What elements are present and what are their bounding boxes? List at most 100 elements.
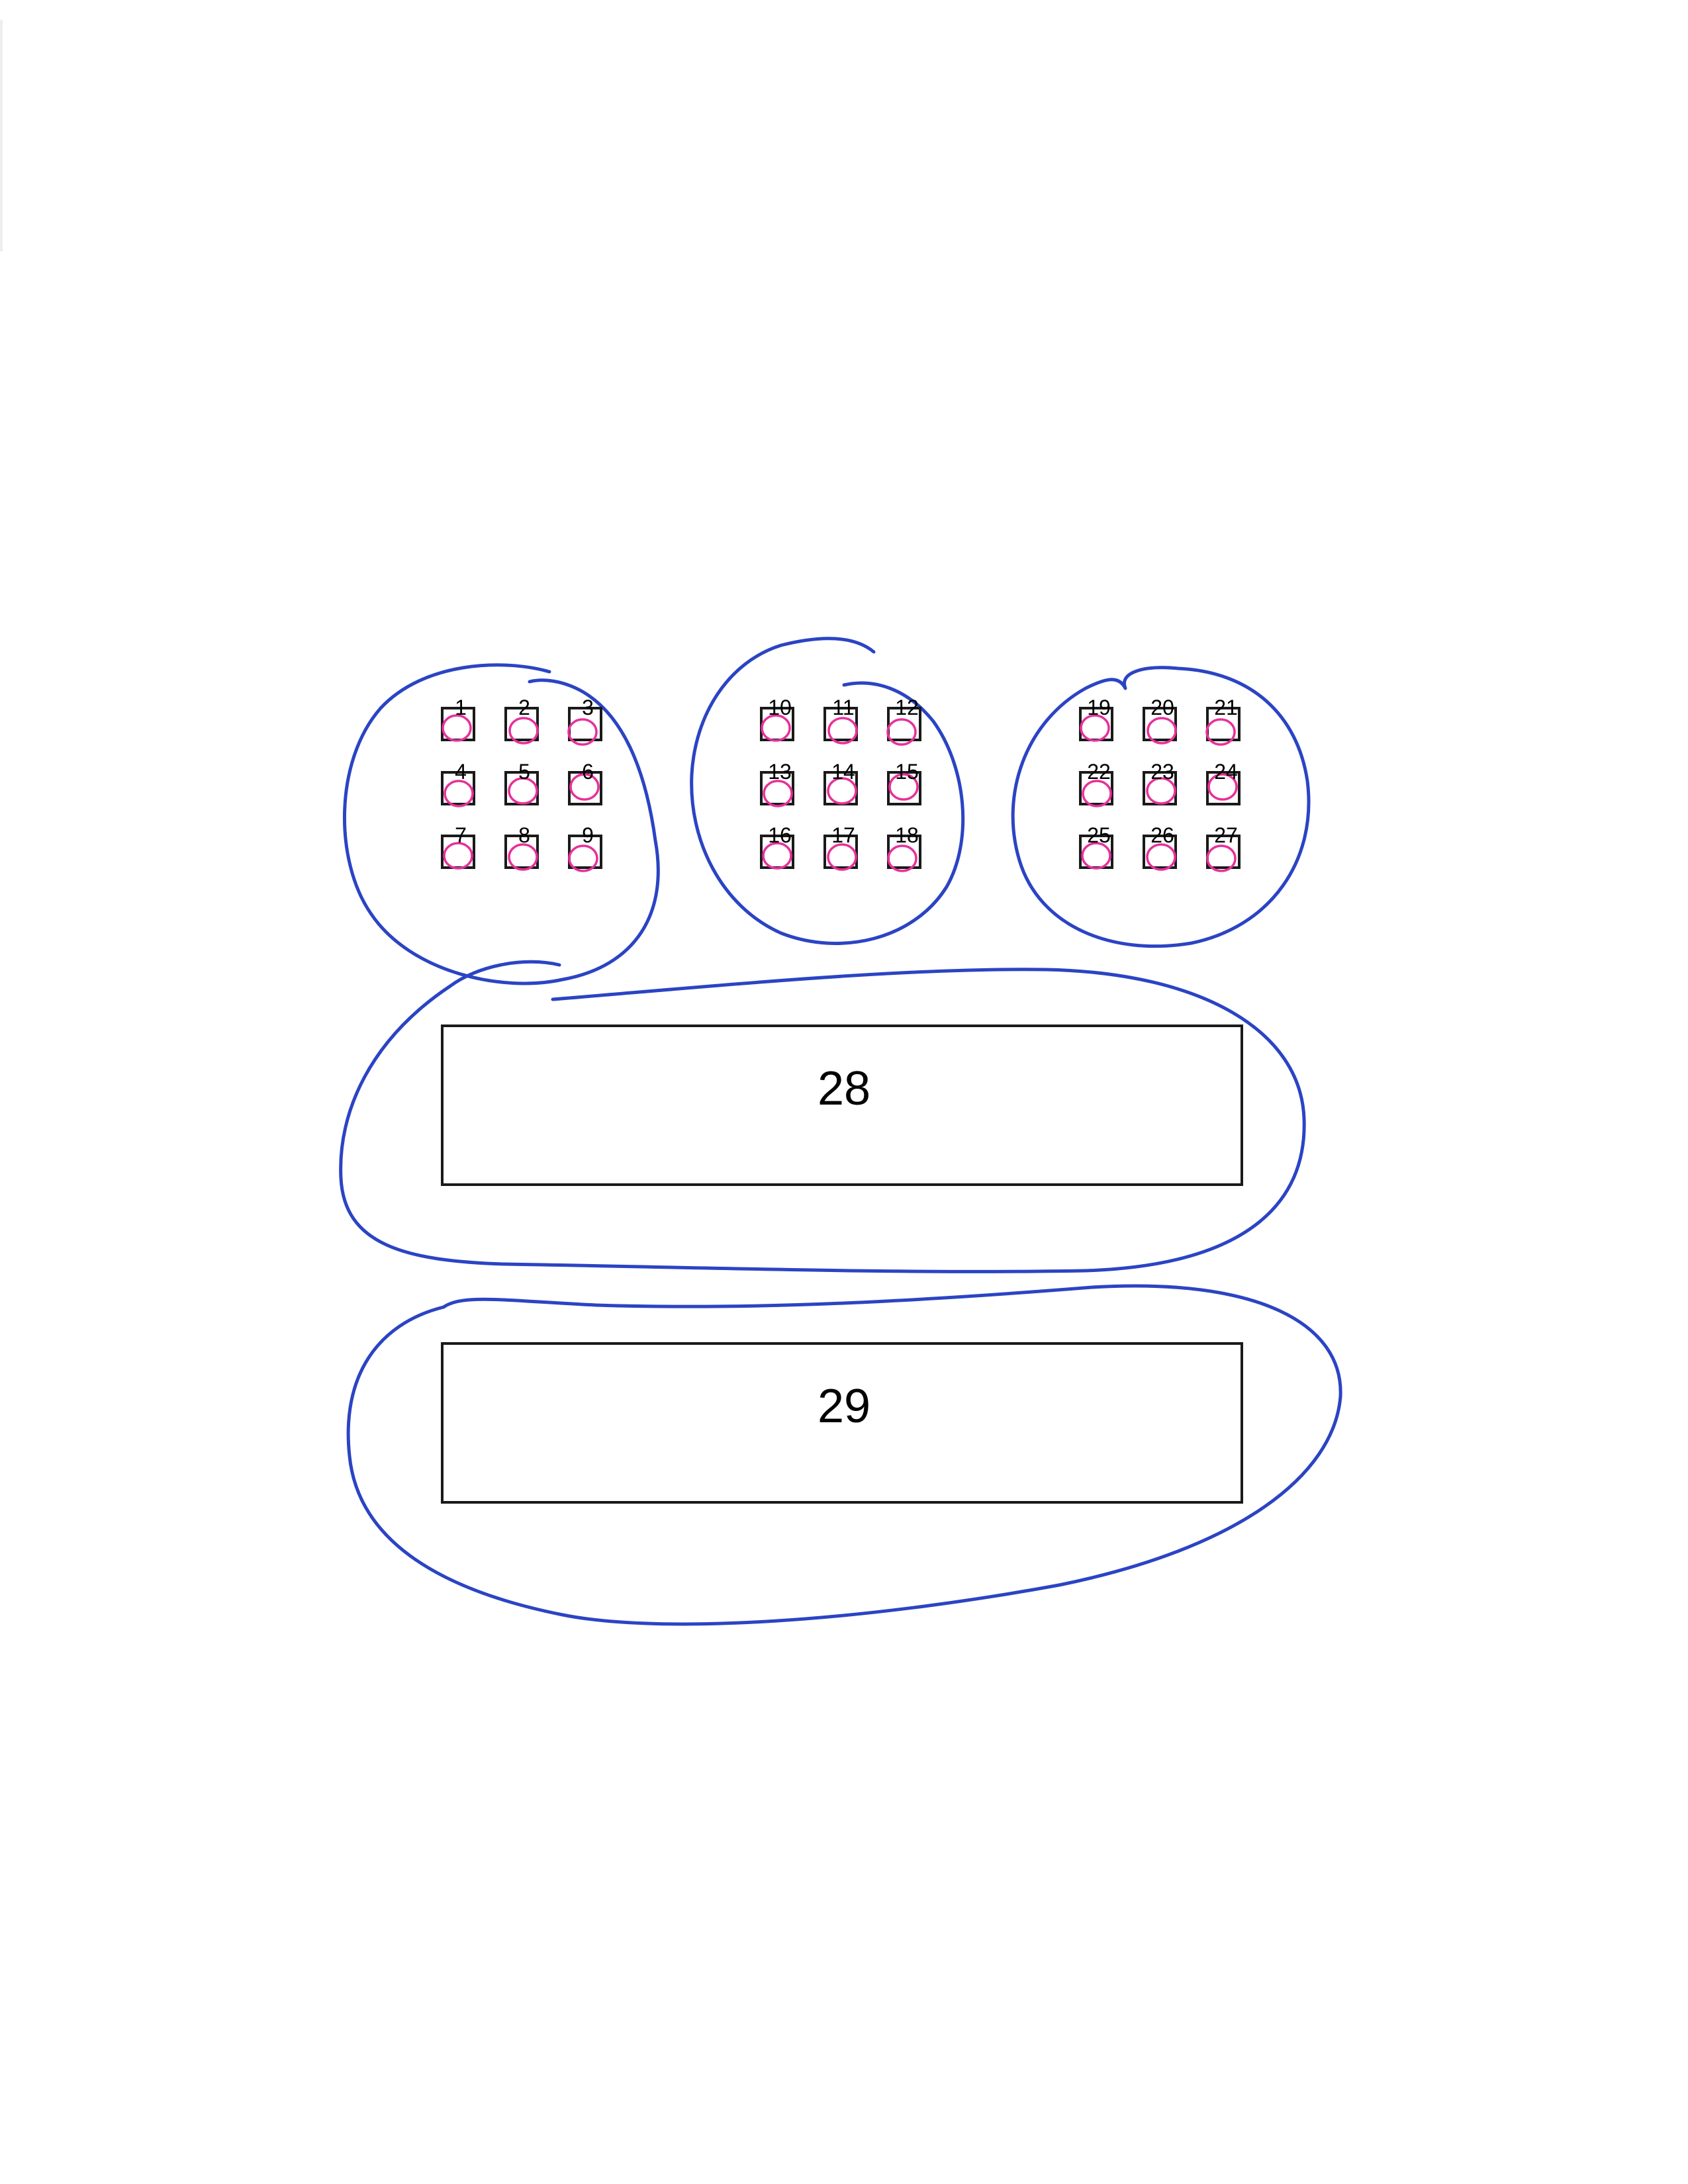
wide-box-29-label: 29 <box>818 1380 870 1433</box>
pink-circle-mark <box>1146 777 1176 805</box>
box-number-label: 18 <box>895 823 919 847</box>
numbered-box-5: 5 <box>504 760 539 805</box>
wide-box-28 <box>441 1024 1243 1186</box>
numbered-box-2: 2 <box>504 696 539 745</box>
numbered-box-4: 4 <box>441 760 475 807</box>
wide-box-29 <box>441 1342 1243 1504</box>
box-number-label: 9 <box>582 823 594 847</box>
box-number-label: 2 <box>518 696 530 719</box>
numbered-box-19: 19 <box>1079 696 1113 742</box>
numbered-box-22: 22 <box>1079 760 1113 807</box>
box-outline <box>1143 835 1177 869</box>
box-outline <box>887 835 921 869</box>
numbered-box-3: 3 <box>567 696 602 746</box>
pink-circle-mark <box>827 717 858 745</box>
box-number-label: 3 <box>582 696 594 719</box>
pink-circle-mark <box>761 714 791 742</box>
loop-group-3 <box>1011 666 1311 948</box>
scan-edge-artifact <box>0 20 3 251</box>
box-outline <box>887 707 921 741</box>
pink-circle-mark <box>508 777 538 805</box>
pink-circle-mark <box>568 844 598 872</box>
box-number-label: 10 <box>768 696 792 719</box>
box-number-label: 12 <box>895 696 919 719</box>
box-number-label: 20 <box>1150 696 1174 719</box>
box-outline <box>1206 707 1241 741</box>
numbered-box-8: 8 <box>504 823 539 871</box>
pink-circle-mark <box>1206 844 1237 872</box>
loop-box-28 <box>339 960 1306 1273</box>
numbered-box-21: 21 <box>1205 696 1241 746</box>
numbered-box-6: 6 <box>568 760 602 805</box>
box-outline <box>1206 835 1241 869</box>
box-outline <box>823 835 858 869</box>
wide-box-29-group: 29 <box>441 1342 1243 1504</box>
box-number-label: 8 <box>518 823 530 847</box>
numbered-box-24: 24 <box>1206 760 1241 805</box>
pink-circle-mark <box>762 842 792 870</box>
pink-circle-mark <box>1147 717 1177 745</box>
pink-circle-mark <box>887 844 917 872</box>
wide-box-28-group: 28 <box>441 1024 1243 1186</box>
pink-circle-mark <box>443 842 473 870</box>
box-outline <box>568 835 602 869</box>
numbered-box-7: 7 <box>441 823 475 870</box>
numbered-box-18: 18 <box>887 823 921 872</box>
pink-circle-mark <box>508 843 538 871</box>
numbered-box-13: 13 <box>760 760 794 807</box>
box-outline <box>441 771 475 805</box>
box-outline <box>1079 771 1113 805</box>
loop-box-29 <box>346 1284 1342 1626</box>
box-number-label: 27 <box>1214 823 1238 847</box>
box-number-label: 19 <box>1087 696 1111 719</box>
numbered-box-23: 23 <box>1143 760 1177 805</box>
pink-circle-mark <box>1082 780 1112 807</box>
box-number-label: 1 <box>455 696 467 719</box>
box-outline <box>568 707 602 741</box>
pink-circle-mark <box>888 773 919 801</box>
pink-circle-mark <box>442 714 472 742</box>
numbered-box-20: 20 <box>1143 696 1177 745</box>
box-number-label: 17 <box>831 823 855 847</box>
pink-circle-mark <box>886 718 917 746</box>
numbered-box-12: 12 <box>886 696 921 746</box>
pink-circle-mark <box>1080 714 1110 742</box>
numbered-box-16: 16 <box>760 823 794 870</box>
box-number-label: 4 <box>455 760 467 784</box>
box-number-label: 24 <box>1214 760 1238 784</box>
box-number-label: 6 <box>582 760 594 784</box>
box-outline <box>568 771 602 805</box>
pink-circle-mark <box>827 843 857 871</box>
box-number-label: 11 <box>832 696 854 719</box>
box-number-label: 15 <box>895 760 919 784</box>
box-number-label: 13 <box>768 760 792 784</box>
numbered-box-27: 27 <box>1206 823 1241 872</box>
pink-circle-mark <box>1146 843 1176 871</box>
pink-circle-mark <box>567 718 598 746</box>
box-number-label: 21 <box>1214 696 1238 719</box>
box-number-label: 25 <box>1087 823 1111 847</box>
numbered-box-11: 11 <box>823 696 858 745</box>
pink-circle-mark <box>444 780 474 807</box>
wide-box-28-label: 28 <box>818 1062 870 1115</box>
loop-group-2 <box>690 637 965 945</box>
numbered-box-1: 1 <box>441 696 475 742</box>
blue-annotation-loops <box>339 637 1342 1626</box>
pink-circle-mark <box>763 780 793 807</box>
box-outline <box>504 835 539 869</box>
box-number-label: 14 <box>831 760 855 784</box>
pink-circle-mark <box>827 777 857 805</box>
numbered-box-25: 25 <box>1079 823 1113 870</box>
numbered-box-17: 17 <box>823 823 858 871</box>
loop-group-1 <box>342 663 660 985</box>
numbered-box-14: 14 <box>823 760 858 805</box>
box-number-label: 16 <box>768 823 792 847</box>
box-outline <box>823 707 858 741</box>
box-outline <box>1206 771 1241 805</box>
numbered-box-26: 26 <box>1143 823 1177 871</box>
box-outline <box>887 771 921 805</box>
box-number-label: 7 <box>455 823 467 847</box>
box-outline <box>760 771 794 805</box>
